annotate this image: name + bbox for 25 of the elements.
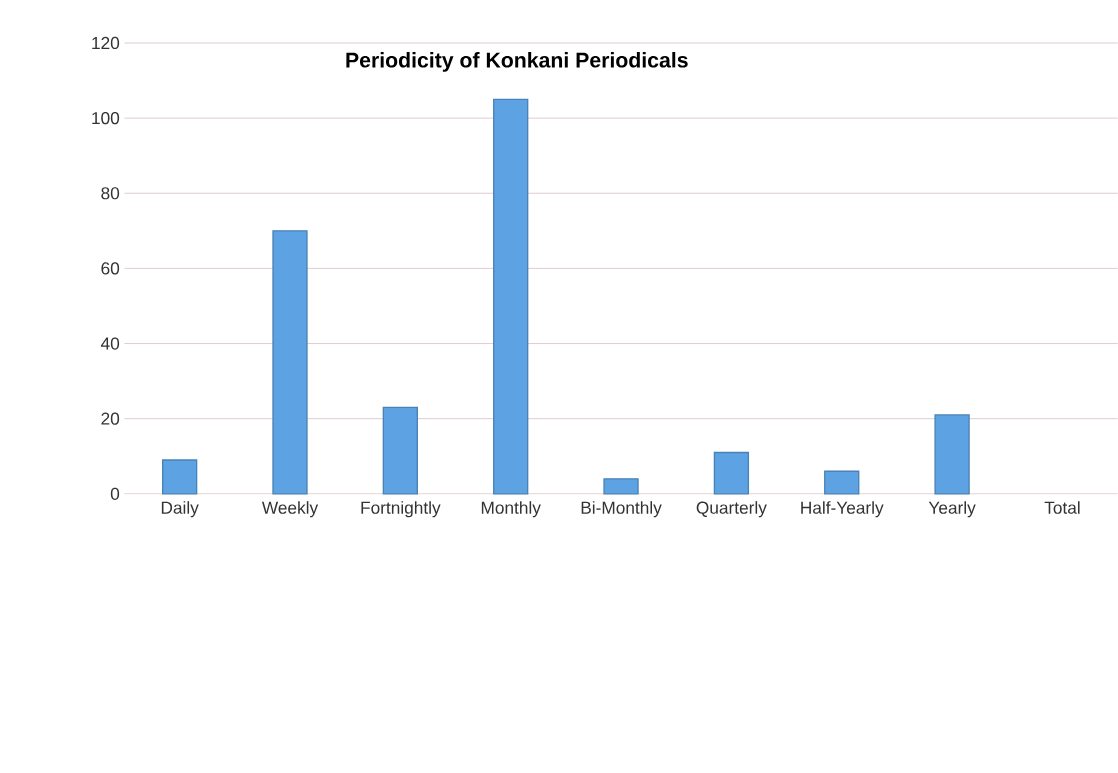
- x-tick-label: Yearly: [928, 501, 976, 518]
- chart-title: Periodicity of Konkani Periodicals: [346, 52, 688, 72]
- y-tick-label: 0: [110, 487, 120, 501]
- y-tick-label: 40: [100, 337, 120, 350]
- y-tick-label: 80: [101, 187, 120, 200]
- y-tick-label: 100: [92, 112, 120, 125]
- x-tick-label: Bi-Monthly: [581, 501, 662, 518]
- x-tick-label: Monthly: [481, 501, 541, 518]
- y-tick-label: 120: [92, 37, 120, 50]
- bar: [824, 470, 860, 495]
- y-tick-label: 60: [101, 262, 120, 275]
- bar: [272, 230, 308, 495]
- x-tick-label: Daily: [161, 501, 199, 518]
- bar: [603, 478, 639, 495]
- x-tick-label: Half-Yearly: [801, 501, 884, 518]
- x-tick-label: Total: [1044, 501, 1080, 514]
- bar: [493, 98, 529, 495]
- bar: [382, 406, 419, 495]
- bar: [934, 414, 970, 495]
- bar: [161, 459, 198, 495]
- x-tick-label: Fortnightly: [361, 501, 441, 518]
- x-tick-label: Quarterly: [696, 501, 767, 518]
- y-tick-label: 20: [101, 412, 120, 425]
- x-tick-label: Weekly: [261, 501, 319, 518]
- bar: [713, 451, 750, 495]
